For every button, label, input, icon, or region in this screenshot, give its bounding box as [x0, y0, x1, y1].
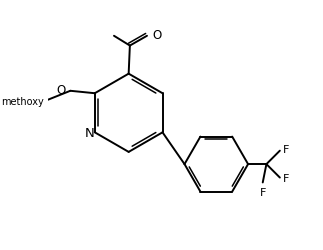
- Text: F: F: [260, 188, 266, 198]
- Text: N: N: [85, 127, 94, 140]
- Text: F: F: [283, 145, 289, 155]
- Text: O: O: [152, 28, 162, 42]
- Text: F: F: [283, 174, 289, 184]
- Text: methoxy: methoxy: [1, 97, 44, 107]
- Text: O: O: [57, 84, 66, 97]
